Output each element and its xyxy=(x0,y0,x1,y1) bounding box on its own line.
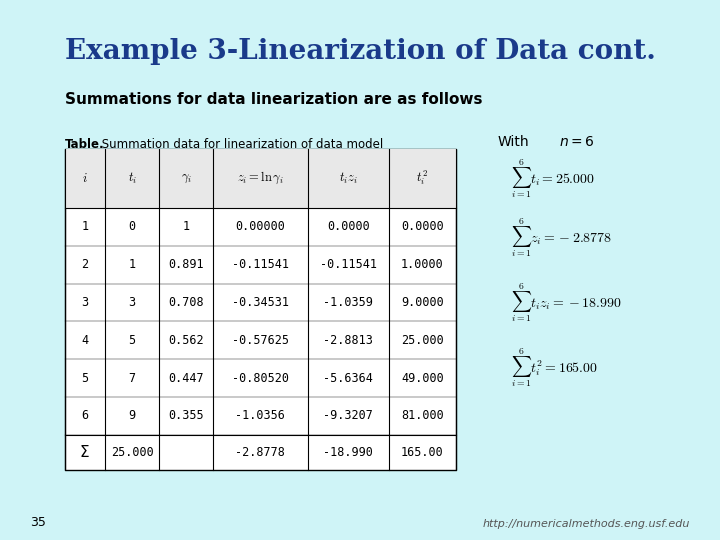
Text: $\mathit{i}$: $\mathit{i}$ xyxy=(82,172,88,185)
Text: 9: 9 xyxy=(128,409,135,422)
Text: $t_i z_i$: $t_i z_i$ xyxy=(339,171,358,186)
Text: $t_i$: $t_i$ xyxy=(127,171,137,186)
Text: Example 3-Linearization of Data cont.: Example 3-Linearization of Data cont. xyxy=(65,38,655,65)
Text: 5: 5 xyxy=(128,334,135,347)
Text: $z_i = \ln\gamma_i$: $z_i = \ln\gamma_i$ xyxy=(237,170,284,186)
Text: -0.80520: -0.80520 xyxy=(232,372,289,384)
Text: 9.0000: 9.0000 xyxy=(401,296,444,309)
Text: $t_i^2$: $t_i^2$ xyxy=(416,169,428,187)
Text: 0.355: 0.355 xyxy=(168,409,204,422)
Text: $\sum_{i=1}^{6} t_i^2 = 165.00$: $\sum_{i=1}^{6} t_i^2 = 165.00$ xyxy=(511,346,598,389)
Text: 81.000: 81.000 xyxy=(401,409,444,422)
Text: 1: 1 xyxy=(183,220,189,233)
Text: 0.891: 0.891 xyxy=(168,258,204,271)
Text: 0.447: 0.447 xyxy=(168,372,204,384)
Text: 1: 1 xyxy=(128,258,135,271)
Text: 0: 0 xyxy=(128,220,135,233)
Text: Table.: Table. xyxy=(65,138,104,151)
Text: 165.00: 165.00 xyxy=(401,446,444,459)
Text: -0.11541: -0.11541 xyxy=(320,258,377,271)
Text: 25.000: 25.000 xyxy=(111,446,153,459)
Text: 6: 6 xyxy=(81,409,89,422)
Text: -0.34531: -0.34531 xyxy=(232,296,289,309)
Text: With: With xyxy=(498,135,529,149)
Text: 3: 3 xyxy=(81,296,89,309)
Text: -2.8778: -2.8778 xyxy=(235,446,285,459)
Text: -0.11541: -0.11541 xyxy=(232,258,289,271)
Text: -18.990: -18.990 xyxy=(323,446,373,459)
Text: 0.0000: 0.0000 xyxy=(327,220,369,233)
Text: 2: 2 xyxy=(81,258,89,271)
Text: $\sum_{i=1}^{6} t_i = 25.000$: $\sum_{i=1}^{6} t_i = 25.000$ xyxy=(511,157,595,200)
Text: 0.708: 0.708 xyxy=(168,296,204,309)
Text: -5.6364: -5.6364 xyxy=(323,372,373,384)
Text: 1: 1 xyxy=(81,220,89,233)
Text: $\sum_{i=1}^{6} z_i = -2.8778$: $\sum_{i=1}^{6} z_i = -2.8778$ xyxy=(511,216,613,259)
Text: 4: 4 xyxy=(81,334,89,347)
Text: 25.000: 25.000 xyxy=(401,334,444,347)
Text: 5: 5 xyxy=(81,372,89,384)
Text: 1.0000: 1.0000 xyxy=(401,258,444,271)
Text: -9.3207: -9.3207 xyxy=(323,409,373,422)
Text: Summations for data linearization are as follows: Summations for data linearization are as… xyxy=(65,92,482,107)
Text: -2.8813: -2.8813 xyxy=(323,334,373,347)
Text: $\gamma_i$: $\gamma_i$ xyxy=(181,172,192,185)
Text: -0.57625: -0.57625 xyxy=(232,334,289,347)
Text: 0.00000: 0.00000 xyxy=(235,220,285,233)
Text: 0.0000: 0.0000 xyxy=(401,220,444,233)
Text: 3: 3 xyxy=(128,296,135,309)
Text: $n = 6$: $n = 6$ xyxy=(559,135,595,149)
Text: Σ: Σ xyxy=(80,445,89,460)
Text: 0.562: 0.562 xyxy=(168,334,204,347)
Text: Summation data for linearization of data model: Summation data for linearization of data… xyxy=(97,138,383,151)
Text: 7: 7 xyxy=(128,372,135,384)
Text: -1.0359: -1.0359 xyxy=(323,296,373,309)
Text: $\sum_{i=1}^{6} t_i z_i = -18.990$: $\sum_{i=1}^{6} t_i z_i = -18.990$ xyxy=(511,281,621,324)
Text: 49.000: 49.000 xyxy=(401,372,444,384)
Text: http://numericalmethods.eng.usf.edu: http://numericalmethods.eng.usf.edu xyxy=(482,519,690,529)
Text: 35: 35 xyxy=(30,516,46,529)
Text: -1.0356: -1.0356 xyxy=(235,409,285,422)
